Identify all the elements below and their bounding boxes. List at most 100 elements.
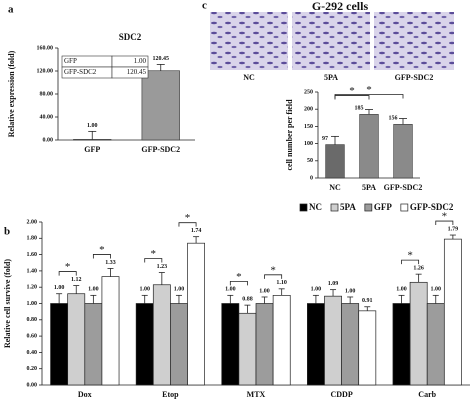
significance-bracket bbox=[58, 271, 77, 276]
value-label: 120.45 bbox=[153, 56, 170, 62]
y-tick-label: 0.40 bbox=[27, 350, 38, 356]
value-label: 1.00 bbox=[345, 288, 356, 294]
chart-title: SDC2 bbox=[119, 32, 142, 42]
bar bbox=[187, 242, 205, 386]
bar bbox=[135, 303, 154, 386]
value-label: 1.00 bbox=[259, 288, 270, 294]
legend-swatch bbox=[364, 203, 373, 212]
value-label: 1.79 bbox=[448, 226, 459, 232]
significance-label: * bbox=[366, 84, 372, 96]
y-tick-label: 150 bbox=[304, 124, 313, 130]
y-tick-label: 0.20 bbox=[27, 366, 38, 372]
x-tick-label: Etop bbox=[162, 390, 179, 399]
panel-label: c bbox=[202, 0, 207, 12]
bar bbox=[409, 281, 428, 386]
y-tick-label: 0.00 bbox=[43, 137, 54, 143]
panel-label: a bbox=[8, 4, 14, 16]
x-tick-label: GFP bbox=[84, 145, 100, 154]
x-tick-label: NC bbox=[329, 183, 341, 192]
value-label: 1.00 bbox=[174, 287, 185, 293]
legend-label: 5PA bbox=[340, 202, 356, 212]
y-tick-label: 0.00 bbox=[27, 382, 38, 388]
y-tick-label: 0.80 bbox=[27, 317, 38, 323]
micrograph bbox=[292, 12, 370, 70]
legend-swatch bbox=[299, 203, 308, 212]
significance-label: * bbox=[151, 248, 157, 260]
y-tick-label: 1.40 bbox=[27, 268, 38, 274]
bar bbox=[152, 284, 171, 386]
bar bbox=[101, 276, 120, 386]
bar bbox=[325, 144, 345, 179]
x-tick-label: MTX bbox=[247, 390, 266, 399]
value-label: 1.12 bbox=[71, 277, 82, 283]
legend-swatch bbox=[400, 203, 409, 212]
bar bbox=[73, 139, 112, 141]
value-label: 1.00 bbox=[225, 287, 236, 293]
x-tick-label: GFP-SDC2 bbox=[141, 145, 180, 154]
y-axis-label: cell number per field bbox=[285, 99, 294, 171]
bar bbox=[141, 70, 180, 141]
table-text: 1.00 bbox=[134, 57, 147, 65]
chart-title: G-292 cells bbox=[312, 0, 369, 13]
significance-bracket bbox=[435, 220, 454, 226]
micrograph bbox=[374, 12, 454, 70]
significance-bracket bbox=[92, 254, 111, 259]
bar bbox=[221, 303, 240, 386]
bar bbox=[67, 293, 86, 386]
significance-bracket bbox=[401, 259, 420, 265]
y-tick-label: 50 bbox=[307, 158, 313, 164]
bar bbox=[272, 295, 291, 386]
bar bbox=[84, 303, 103, 386]
bar bbox=[443, 238, 462, 386]
y-axis-label: Relative cell survive (fold) bbox=[3, 259, 12, 348]
image-label: NC bbox=[243, 73, 255, 82]
x-tick-label: CDDP bbox=[330, 390, 352, 399]
bar bbox=[238, 312, 257, 386]
bar bbox=[359, 114, 379, 179]
significance-bracket bbox=[144, 258, 163, 263]
significance-label: * bbox=[407, 250, 413, 262]
y-tick-label: 1.00 bbox=[27, 301, 38, 307]
bar bbox=[255, 303, 274, 386]
significance-bracket bbox=[334, 94, 404, 99]
table-text: GFP bbox=[64, 57, 77, 65]
image-label: GFP-SDC2 bbox=[395, 73, 434, 82]
value-label: 1.00 bbox=[139, 287, 150, 293]
y-tick-label: 0.60 bbox=[27, 333, 38, 339]
value-label: 1.00 bbox=[87, 123, 98, 129]
value-label: 1.26 bbox=[413, 266, 424, 272]
y-axis-label: Relative expression (fold) bbox=[7, 50, 16, 137]
value-label: 1.00 bbox=[396, 287, 407, 293]
value-label: 97 bbox=[322, 136, 328, 142]
value-label: 185 bbox=[355, 106, 364, 112]
significance-label: * bbox=[236, 271, 242, 283]
x-tick-label: Carb bbox=[418, 390, 436, 399]
bar bbox=[50, 303, 69, 386]
y-tick-label: 200 bbox=[304, 107, 313, 113]
value-label: 1.33 bbox=[105, 260, 116, 266]
significance-bracket bbox=[264, 274, 283, 279]
significance-bracket bbox=[178, 222, 197, 227]
panel-label: b bbox=[4, 226, 10, 238]
image-label: 5PA bbox=[324, 73, 338, 82]
y-tick-label: 1.60 bbox=[27, 252, 38, 258]
bar bbox=[307, 303, 325, 386]
y-tick-label: 100 bbox=[304, 141, 313, 147]
bar bbox=[393, 124, 413, 179]
value-label: 1.09 bbox=[328, 281, 339, 287]
value-label: 0.91 bbox=[362, 298, 373, 304]
y-tick-label: 250 bbox=[304, 89, 313, 95]
y-tick-label: 40.00 bbox=[40, 114, 54, 120]
significance-label: * bbox=[65, 261, 71, 273]
bar bbox=[341, 303, 360, 386]
significance-label: * bbox=[99, 244, 105, 256]
legend-label: GFP bbox=[374, 202, 392, 212]
table-text: GFP-SDC2 bbox=[64, 68, 97, 76]
x-tick-label: 5PA bbox=[362, 183, 376, 192]
significance-label: * bbox=[349, 85, 355, 97]
significance-label: * bbox=[185, 212, 191, 224]
significance-label: * bbox=[442, 211, 448, 223]
x-tick-label: Dox bbox=[78, 390, 92, 399]
bar bbox=[392, 303, 411, 386]
